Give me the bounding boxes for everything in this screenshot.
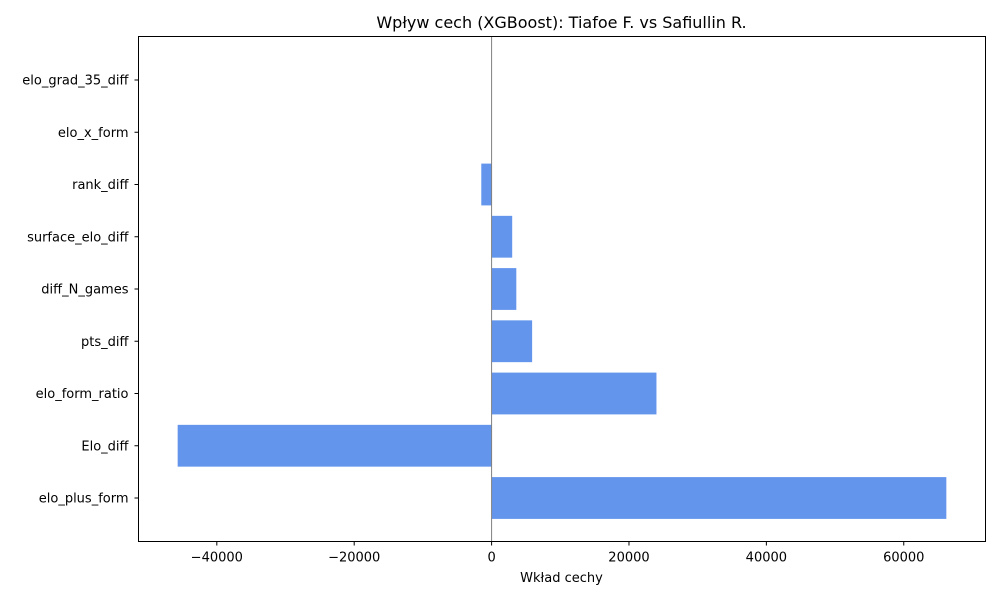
bar-diff_N_games	[491, 268, 517, 310]
y-tick-label: elo_form_ratio	[36, 387, 129, 402]
x-tick-label: 60000	[883, 551, 924, 566]
x-tick-label: 20000	[608, 551, 649, 566]
bar-Elo_diff	[177, 424, 492, 467]
y-tick-label: elo_grad_35_diff	[22, 74, 129, 89]
bars-group	[177, 163, 947, 519]
y-tick-label: rank_diff	[72, 178, 129, 193]
y-tick-label: diff_N_games	[41, 283, 128, 298]
y-tick-label: surface_elo_diff	[27, 230, 129, 245]
y-tick-label: elo_x_form	[58, 126, 129, 141]
x-tick-label: 40000	[746, 551, 787, 566]
x-tick-label: −40000	[191, 551, 243, 566]
y-tick-label: elo_plus_form	[39, 492, 129, 507]
x-axis-label: Wkład cechy	[520, 571, 603, 586]
bar-elo_form_ratio	[491, 372, 657, 415]
bar-rank_diff	[481, 163, 492, 206]
x-axis-ticks: −40000 −20000 0 20000 40000 60000	[191, 541, 924, 566]
x-tick-label: −20000	[328, 551, 380, 566]
y-axis-ticks: elo_plus_form Elo_diff elo_form_ratio pts_d…	[22, 74, 139, 507]
y-tick-label: Elo_diff	[81, 439, 129, 454]
bar-pts_diff	[491, 320, 533, 363]
bar-surface_elo_diff	[491, 215, 513, 258]
y-tick-label: pts_diff	[81, 335, 129, 350]
bar-elo_plus_form	[491, 477, 947, 519]
chart-title: Wpływ cech (XGBoost): Tiafoe F. vs Safiu…	[376, 13, 746, 32]
x-tick-label: 0	[487, 551, 495, 566]
